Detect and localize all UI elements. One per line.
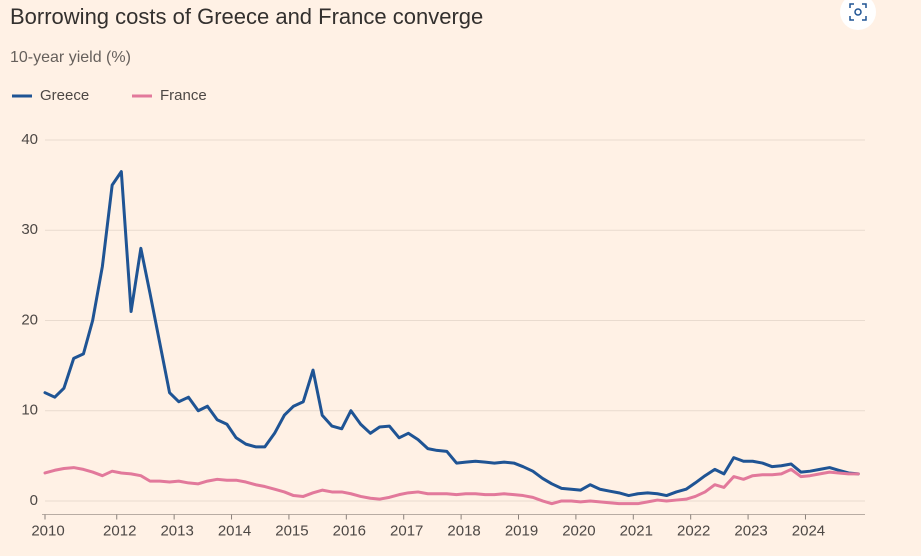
y-tick-label: 10 (21, 402, 38, 419)
y-tick-label: 40 (21, 131, 38, 148)
x-tick-label: 2017 (390, 522, 423, 539)
x-tick-label: 2018 (447, 522, 480, 539)
chart-title: Borrowing costs of Greece and France con… (10, 4, 483, 29)
x-tick-label: 2023 (734, 522, 767, 539)
x-tick-label: 2020 (562, 522, 595, 539)
x-tick-label: 2015 (275, 522, 308, 539)
x-tick-label: 2024 (792, 522, 825, 539)
icon-frame (849, 3, 867, 21)
scan-icon[interactable] (840, 0, 876, 30)
x-tick-label: 2019 (505, 522, 538, 539)
x-tick-label: 2013 (160, 522, 193, 539)
x-tick-label: 2016 (333, 522, 366, 539)
series-line (43, 170, 860, 498)
x-tick-label: 2021 (620, 522, 653, 539)
x-tick-label: 2014 (218, 522, 251, 539)
y-tick-label: 0 (30, 492, 38, 509)
y-tick-label: 30 (21, 221, 38, 238)
x-tick-label: 2022 (677, 522, 710, 539)
x-tick-label: 2010 (31, 522, 64, 539)
legend-label: France (160, 87, 207, 104)
chart-subtitle: 10-year yield (%) (10, 49, 131, 66)
series-line (43, 466, 860, 506)
y-tick-label: 20 (21, 311, 38, 328)
icon-lens (854, 8, 862, 16)
x-tick-label: 2012 (103, 522, 136, 539)
legend-label: Greece (40, 87, 89, 104)
